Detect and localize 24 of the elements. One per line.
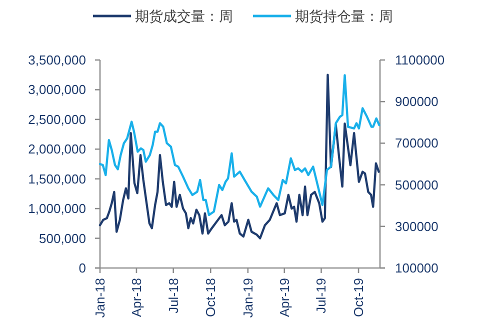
y2-tick-label: 900000 bbox=[395, 94, 438, 110]
y2-tick-label: 100000 bbox=[395, 260, 438, 276]
y-tick-label: 1,000,000 bbox=[28, 201, 86, 216]
legend-label: 期货持仓量：周 bbox=[295, 8, 393, 24]
y-tick-label: 0 bbox=[78, 260, 86, 276]
y-tick-label: 2,000,000 bbox=[28, 142, 86, 157]
y-tick-label: 3,000,000 bbox=[28, 82, 86, 98]
y-tick-label: 500,000 bbox=[39, 230, 86, 246]
legend-label: 期货成交量：周 bbox=[135, 8, 233, 24]
y2-tick-label: 300000 bbox=[395, 218, 438, 234]
y-tick-label: 1,500,000 bbox=[28, 171, 86, 186]
x-tick-label: Jul-18 bbox=[166, 278, 181, 314]
x-tick-label: Oct-18 bbox=[203, 278, 218, 318]
y2-tick-label: 700000 bbox=[395, 136, 438, 151]
x-tick-label: Jan-18 bbox=[92, 278, 108, 318]
y-tick-label: 3,500,000 bbox=[28, 52, 86, 68]
y-tick-label: 2,500,000 bbox=[28, 112, 86, 127]
x-tick-label: Apr-18 bbox=[128, 278, 144, 318]
x-tick-label: Oct-19 bbox=[351, 278, 366, 318]
x-tick-label: Jul-19 bbox=[314, 278, 329, 314]
x-tick-label: Jan-19 bbox=[240, 278, 256, 318]
y2-tick-label: 1100000 bbox=[395, 52, 445, 68]
y2-tick-label: 500000 bbox=[395, 177, 438, 192]
x-tick-label: Apr-19 bbox=[276, 278, 292, 318]
